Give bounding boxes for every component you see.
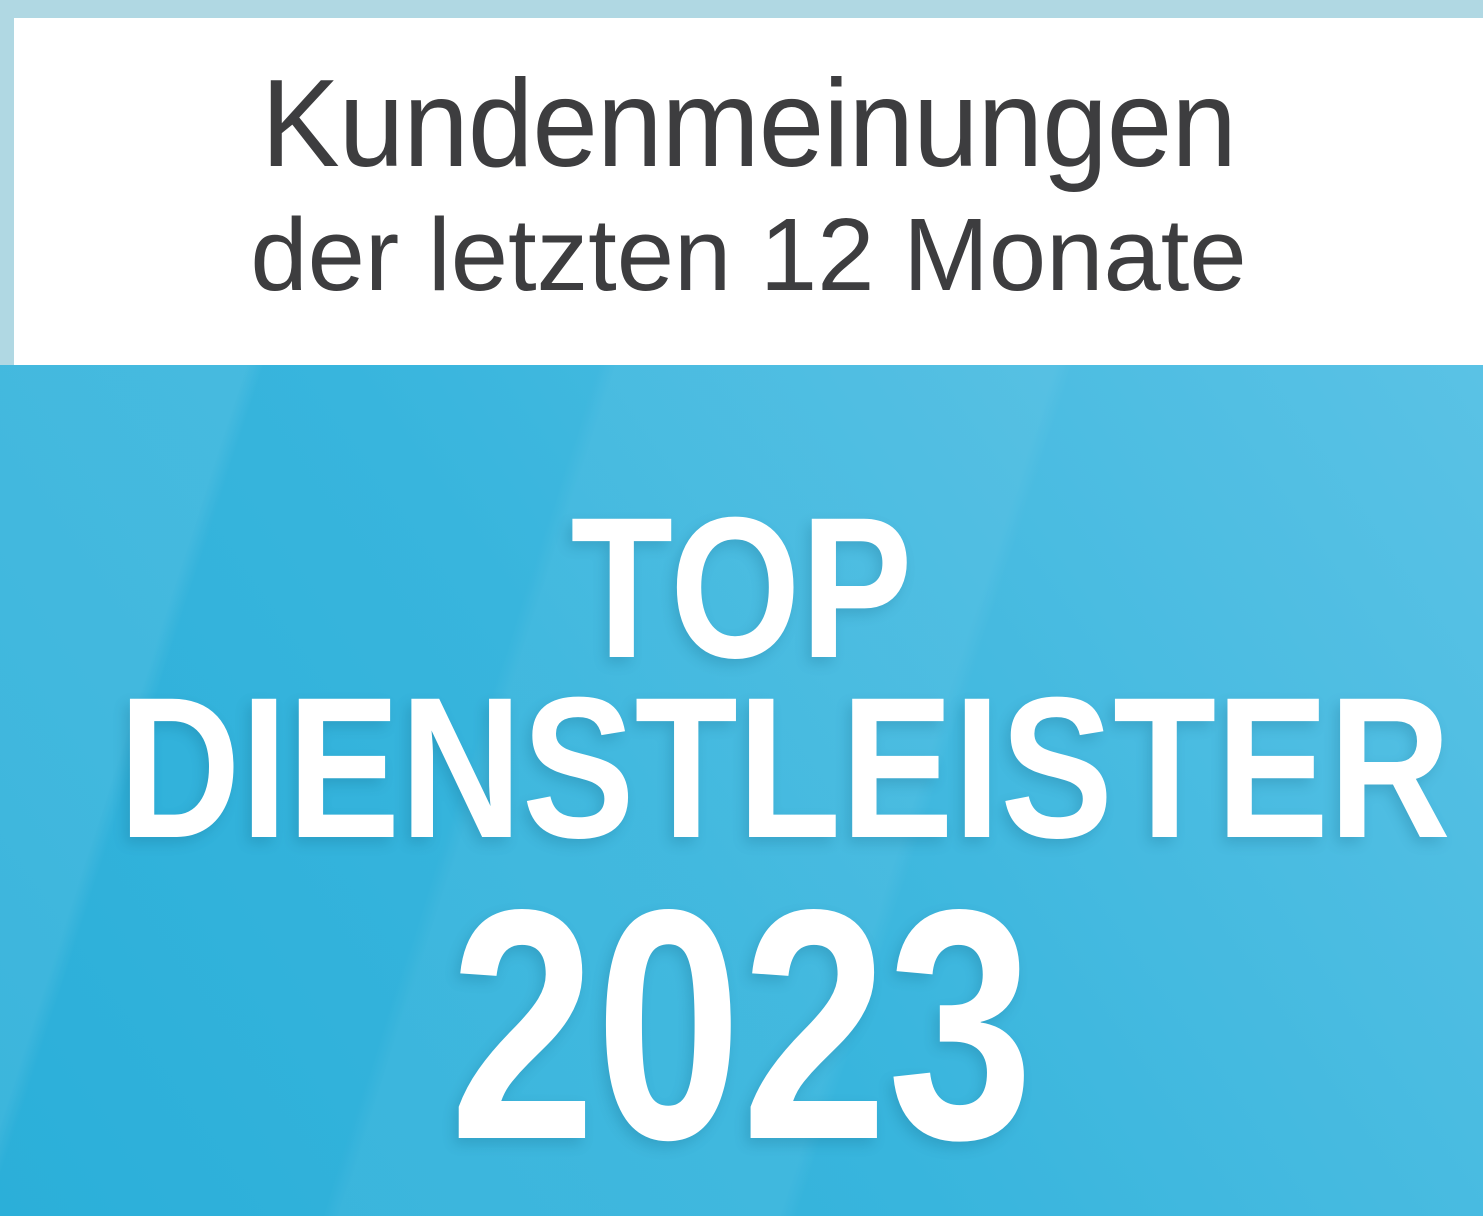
header-panel: Kundenmeinungen der letzten 12 Monate [14,18,1483,365]
award-year: 2023 [449,841,1034,1208]
review-period-title: Kundenmeinungen [261,55,1237,193]
award-word-dienstleister: DIENSTLEISTER [118,655,1451,880]
review-period-subtitle: der letzten 12 Monate [250,197,1247,312]
award-word-top: TOP [570,475,913,700]
award-body: TOP DIENSTLEISTER 2023 [0,365,1483,1216]
